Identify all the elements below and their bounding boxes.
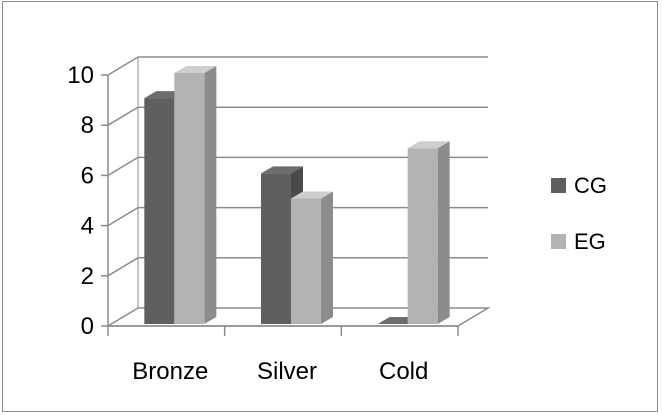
x-tick-label: Cold (379, 358, 428, 385)
gridlines (107, 56, 488, 277)
bar-front (174, 73, 205, 324)
legend-swatch (551, 234, 566, 249)
x-tick-labels: Bronze Silver Cold (132, 358, 428, 385)
y-tick-labels: 0 2 4 6 8 10 (67, 62, 94, 340)
legend: CG EG (551, 173, 607, 254)
bar (291, 191, 333, 324)
x-tick-label: Bronze (132, 358, 208, 385)
bar-front (291, 198, 321, 324)
bar-front (407, 148, 438, 324)
bar-top (174, 66, 217, 73)
bar-front (144, 98, 175, 324)
y-tick-label: 10 (67, 62, 94, 89)
gridline (107, 56, 488, 76)
legend-swatch (551, 178, 566, 193)
axes (101, 74, 459, 336)
gridline (107, 206, 488, 227)
y-tick-label: 2 (81, 263, 94, 290)
y-tick-label: 6 (81, 162, 94, 189)
x-tick-label: Silver (257, 358, 317, 385)
y-tick-label: 8 (81, 112, 94, 139)
bar-top (261, 166, 303, 174)
y-tick-label: 0 (81, 313, 94, 340)
bar-top (407, 141, 450, 149)
bar-front (261, 173, 291, 324)
bar-side (321, 191, 333, 324)
gridline (107, 156, 488, 177)
bar-side (437, 141, 450, 324)
gridline (107, 257, 488, 277)
bar-side (204, 66, 217, 324)
gridline (107, 106, 488, 126)
legend-label: CG (574, 173, 607, 198)
y-tick-label: 4 (81, 213, 94, 240)
bar (407, 141, 450, 324)
bar (174, 66, 217, 324)
bars (144, 66, 450, 324)
bar-top (291, 191, 333, 199)
legend-label: EG (574, 229, 606, 254)
